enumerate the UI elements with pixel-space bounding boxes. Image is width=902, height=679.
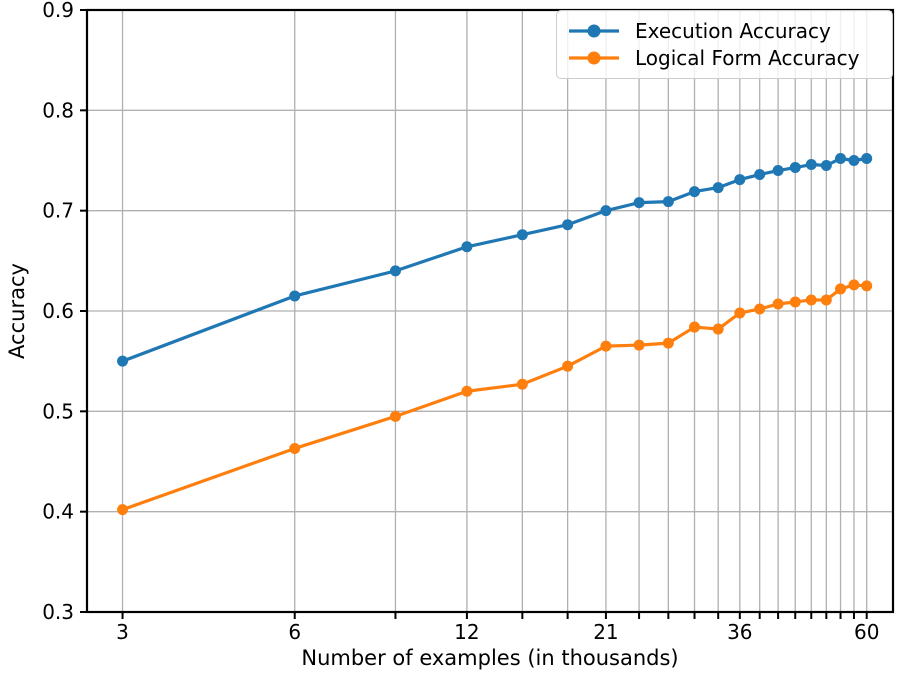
x-tick-label: 60 <box>854 620 879 644</box>
legend-swatch-line-marker <box>569 24 619 38</box>
x-tick-label: 36 <box>727 620 752 644</box>
data-point <box>289 290 301 302</box>
data-point <box>772 298 784 310</box>
legend-item-logical-form-accuracy: Logical Form Accuracy <box>566 48 888 68</box>
y-tick-label: 0.6 <box>42 299 74 323</box>
data-point <box>689 186 701 198</box>
series-line-0 <box>121 156 867 363</box>
data-point <box>712 182 724 194</box>
x-tick-label: 12 <box>454 620 479 644</box>
data-point <box>754 169 766 181</box>
y-tick-label: 0.8 <box>42 98 74 122</box>
y-axis-label: Accuracy <box>5 263 29 359</box>
data-point <box>820 160 832 172</box>
legend-item-execution-accuracy: Execution Accuracy <box>566 21 888 41</box>
data-point <box>861 280 873 292</box>
data-point <box>516 378 528 390</box>
legend: Execution Accuracy Logical Form Accuracy <box>556 10 893 79</box>
data-point <box>662 337 674 349</box>
data-point <box>754 303 766 315</box>
data-point <box>562 360 574 372</box>
legend-swatch-line-marker <box>569 51 619 65</box>
data-point <box>734 307 746 319</box>
data-point <box>562 219 574 231</box>
data-point <box>835 283 847 295</box>
data-point <box>117 355 129 367</box>
data-point <box>805 159 817 171</box>
legend-label: Execution Accuracy <box>635 18 831 43</box>
legend-label: Logical Form Accuracy <box>635 46 860 71</box>
y-tick-label: 0.5 <box>42 399 74 423</box>
y-tick-label: 0.4 <box>42 500 74 524</box>
data-point <box>117 504 129 516</box>
data-point <box>772 165 784 177</box>
data-point <box>461 241 473 253</box>
data-point <box>389 265 401 277</box>
y-tick-label: 0.9 <box>42 0 74 22</box>
data-point <box>848 279 860 291</box>
data-point <box>289 442 301 454</box>
x-tick-label: 3 <box>116 620 129 644</box>
data-point <box>633 339 645 351</box>
data-point <box>689 321 701 333</box>
data-point <box>861 152 873 164</box>
y-tick-label: 0.7 <box>42 199 74 223</box>
data-point <box>789 296 801 308</box>
data-point <box>600 205 612 217</box>
data-point <box>789 162 801 174</box>
data-point <box>633 197 645 209</box>
data-point <box>600 340 612 352</box>
x-axis-label: Number of examples (in thousands) <box>301 646 679 670</box>
data-point <box>389 410 401 422</box>
data-point <box>805 294 817 306</box>
data-point <box>712 323 724 335</box>
data-point <box>820 294 832 306</box>
data-point <box>848 155 860 166</box>
data-point <box>835 152 847 164</box>
y-tick-label: 0.3 <box>42 600 74 624</box>
x-tick-label: 6 <box>288 620 301 644</box>
x-tick-label: 21 <box>593 620 618 644</box>
data-point <box>516 229 528 241</box>
data-point <box>734 174 746 186</box>
data-point <box>662 196 674 208</box>
data-point <box>461 385 473 397</box>
